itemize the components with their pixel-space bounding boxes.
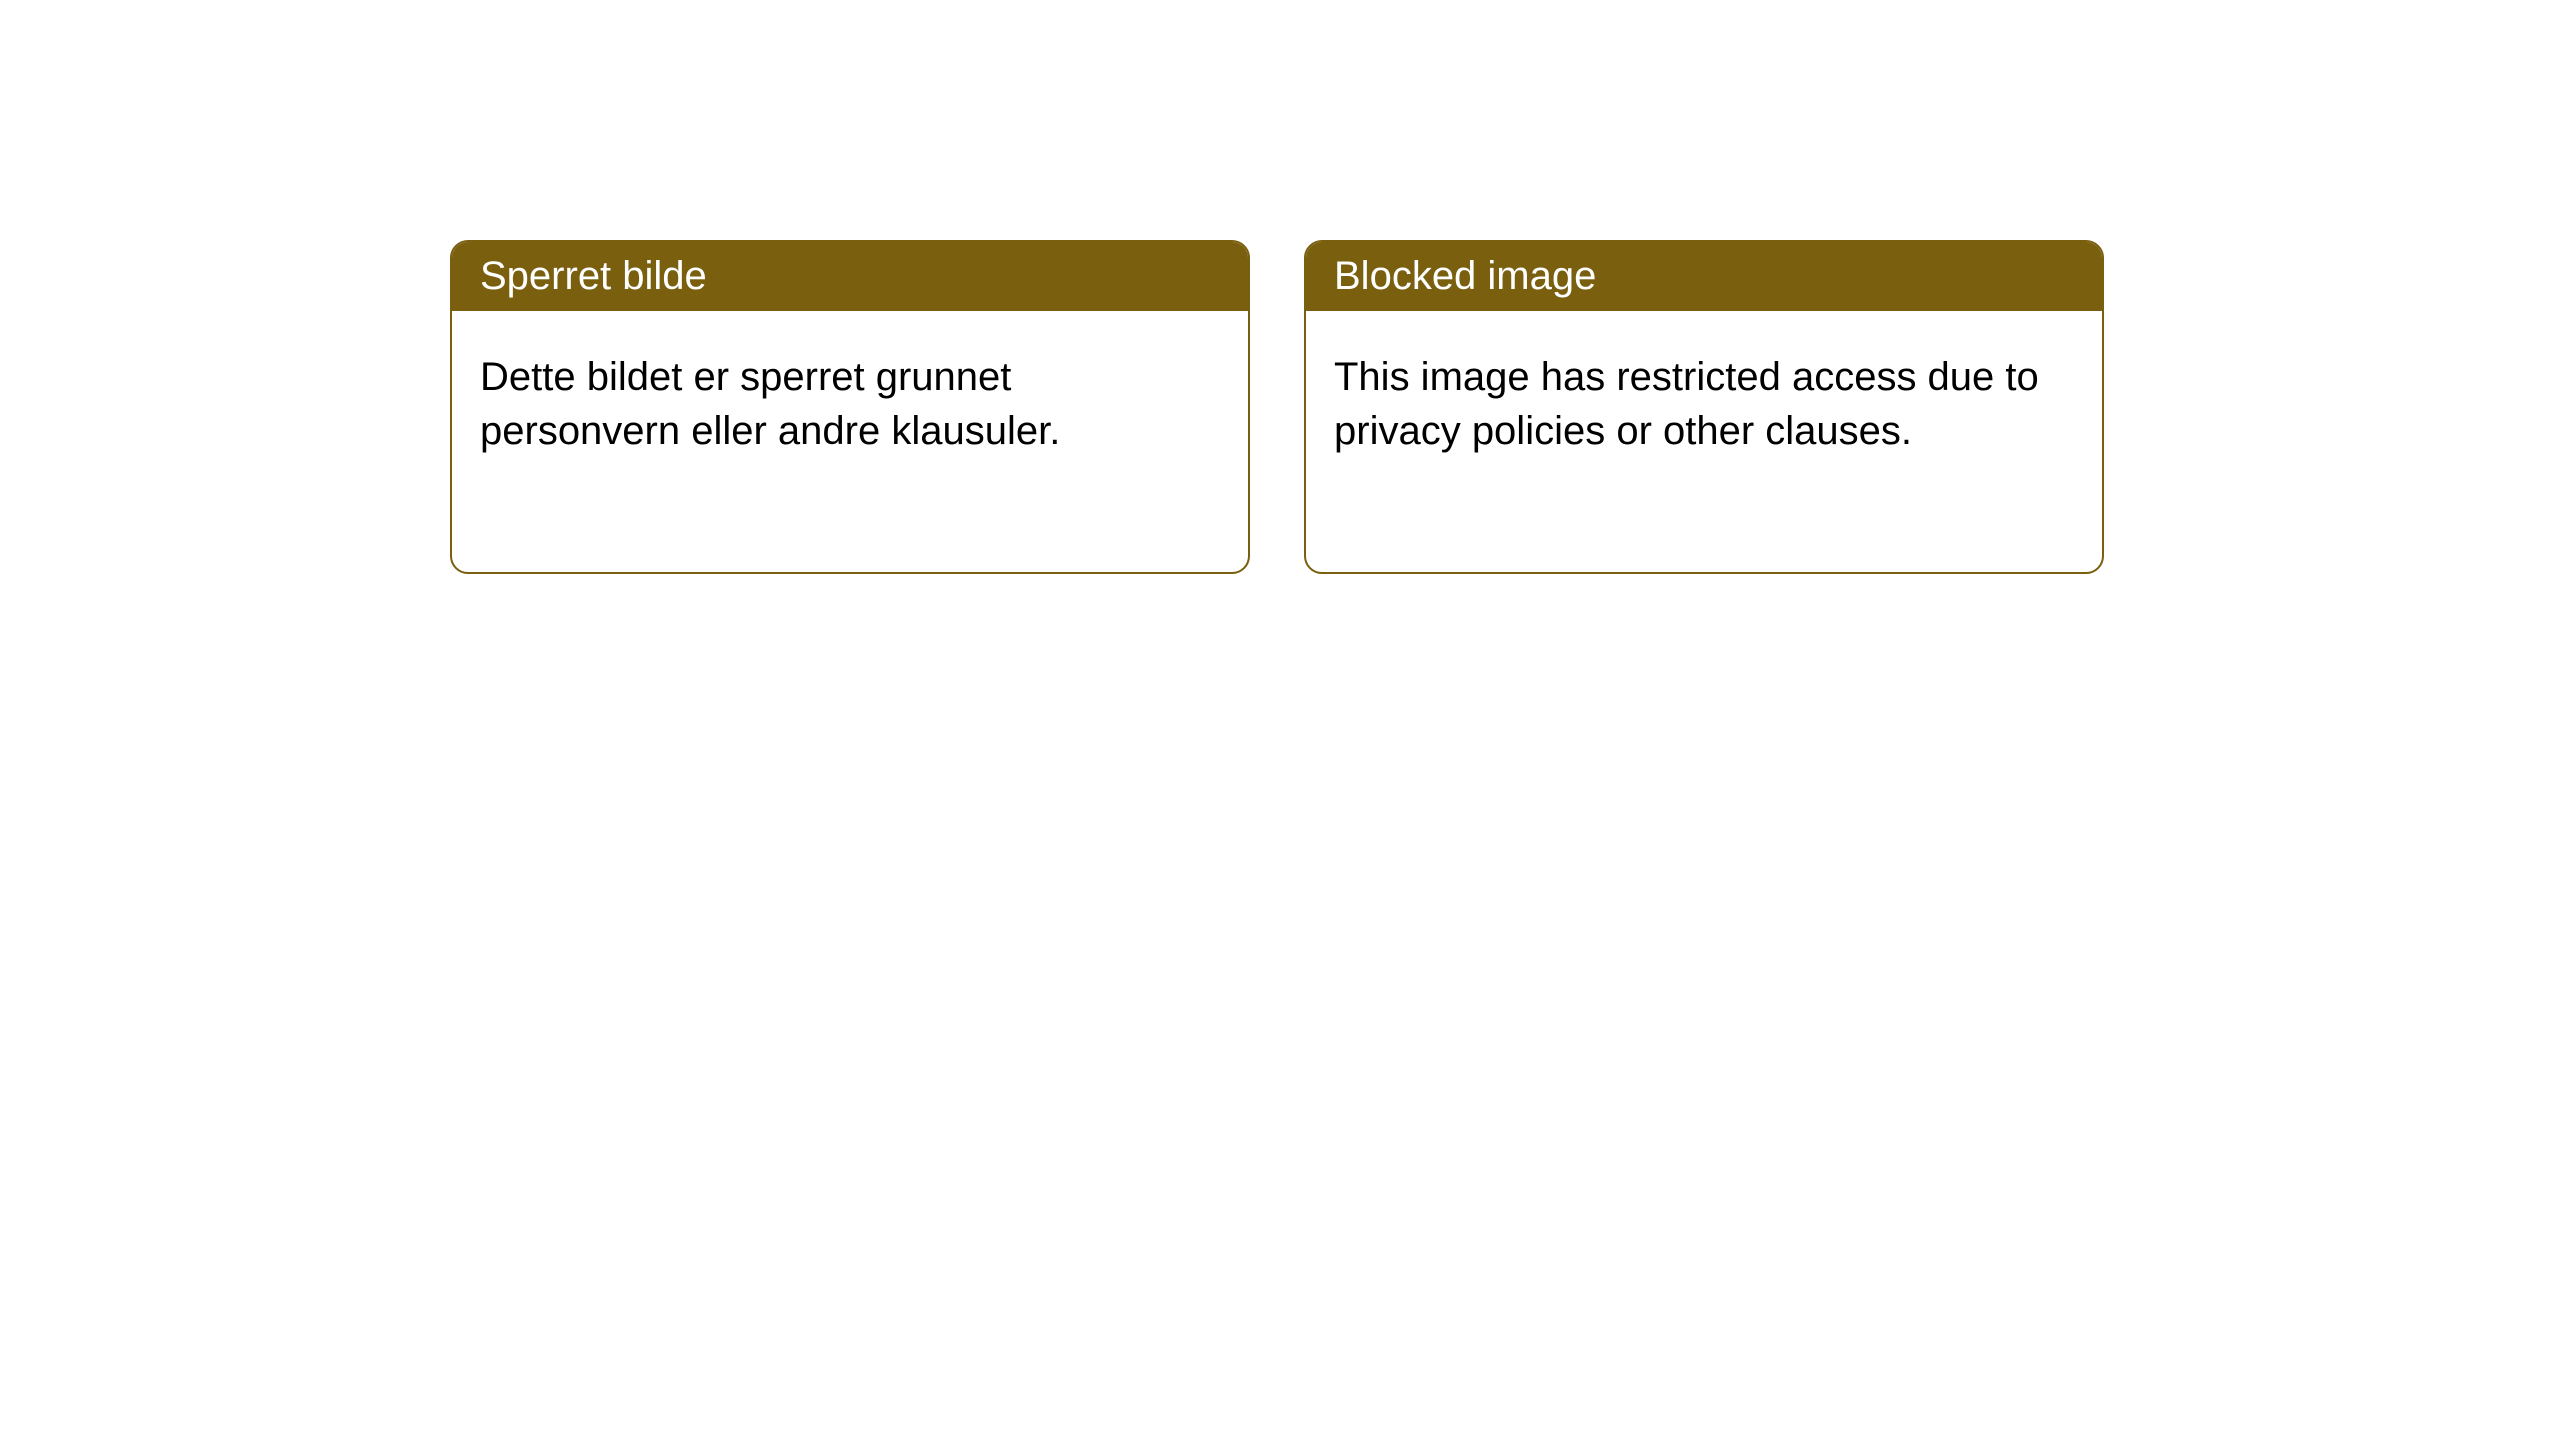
card-header-en: Blocked image	[1306, 242, 2102, 311]
card-body-no: Dette bildet er sperret grunnet personve…	[452, 311, 1248, 498]
card-body-en: This image has restricted access due to …	[1306, 311, 2102, 498]
notice-cards-container: Sperret bilde Dette bildet er sperret gr…	[450, 240, 2104, 574]
blocked-image-card-en: Blocked image This image has restricted …	[1304, 240, 2104, 574]
blocked-image-card-no: Sperret bilde Dette bildet er sperret gr…	[450, 240, 1250, 574]
card-header-no: Sperret bilde	[452, 242, 1248, 311]
